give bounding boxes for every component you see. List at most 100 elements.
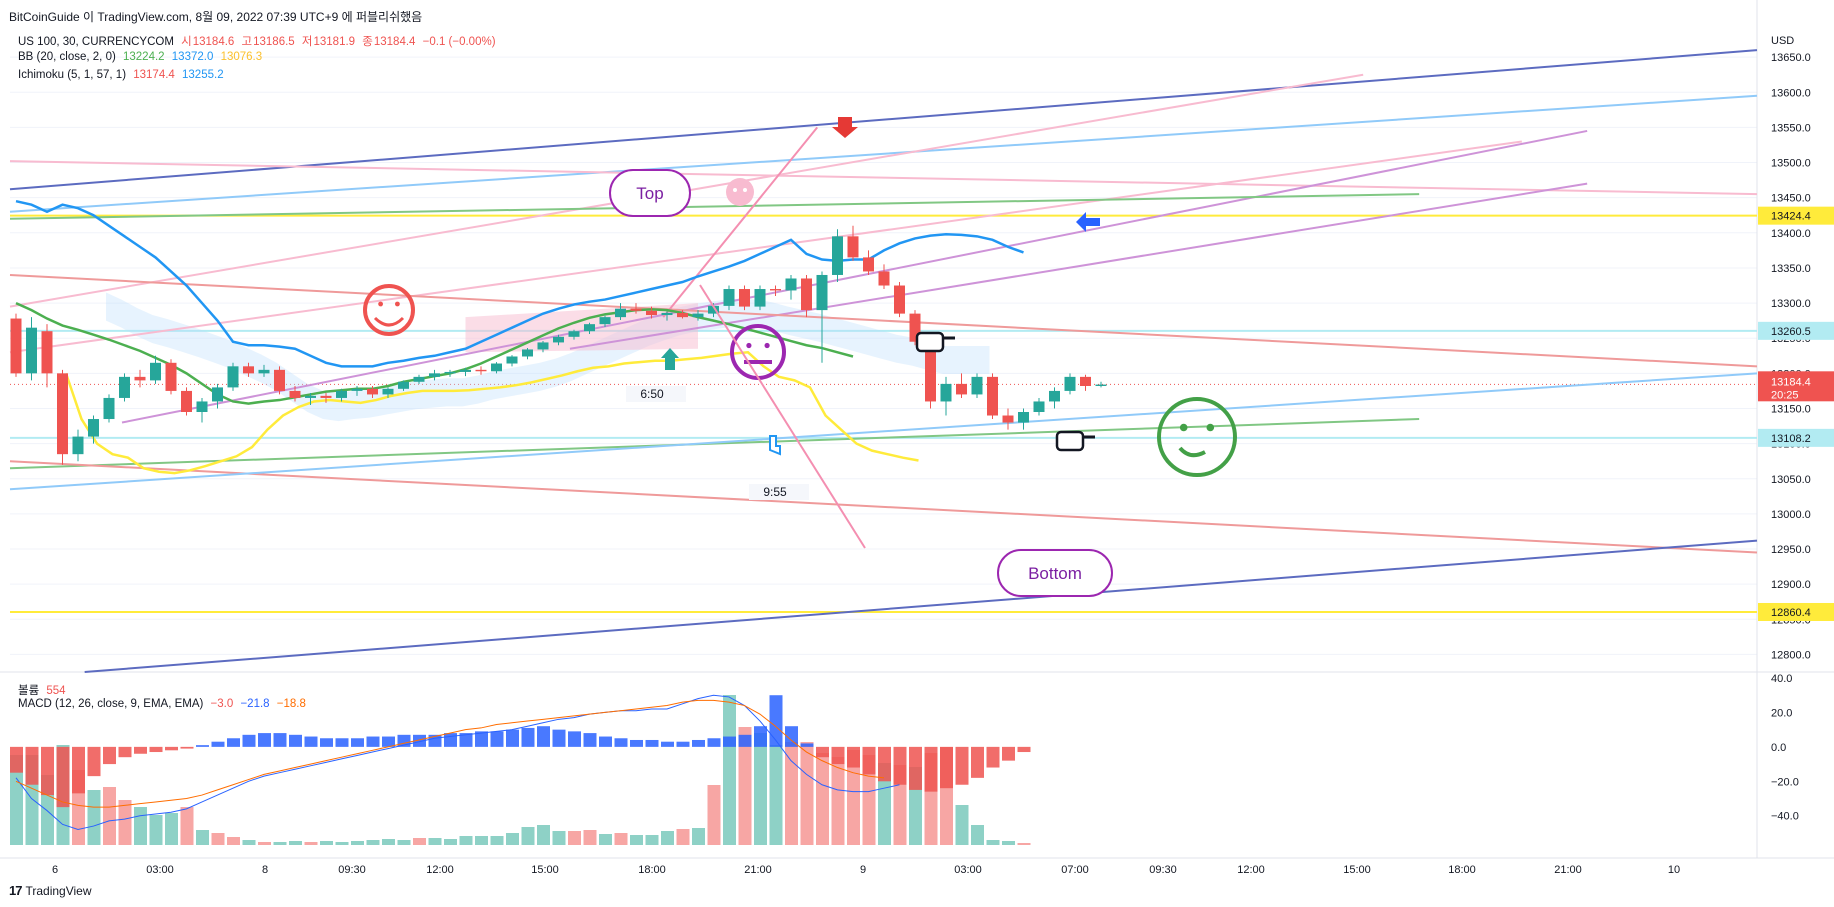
- legend-open: 13184.6: [192, 36, 235, 48]
- footer-brand[interactable]: TradingView: [25, 883, 92, 898]
- tradingview-logo-icon[interactable]: 17: [9, 883, 23, 898]
- time-tick-label: 6: [52, 864, 58, 876]
- candle-body: [103, 397, 115, 420]
- macd-hist-bar: [909, 746, 922, 790]
- legend-symbol[interactable]: US 100, 30, CURRENCYCOM: [18, 36, 174, 48]
- legend-low-label: 저: [301, 36, 313, 48]
- time-tick-label: 18:00: [1448, 864, 1476, 876]
- signal-line: [15, 699, 885, 808]
- candle-body: [320, 395, 332, 398]
- macd-tick-label: 20.0: [1771, 707, 1792, 719]
- volume-bar: [87, 790, 101, 845]
- macd-hist-bar: [211, 741, 225, 747]
- time-label-1: 6:50: [626, 386, 686, 402]
- volume-bar: [862, 755, 876, 845]
- candle-body: [568, 331, 580, 337]
- price-level-badge: [1758, 428, 1834, 447]
- legend-bb-label[interactable]: BB (20, close, 2, 0): [18, 51, 116, 63]
- candle-body: [10, 318, 22, 374]
- volume-bar: [723, 695, 736, 845]
- candle-body: [1049, 390, 1060, 402]
- legend-close: 13184.4: [373, 36, 416, 48]
- macd-hist-bar: [258, 733, 271, 747]
- macd-hist-bar: [878, 746, 891, 782]
- legend-bb-lower: 13076.3: [220, 51, 263, 63]
- candle-body: [894, 285, 905, 314]
- candle-body: [243, 366, 254, 374]
- macd-hist-bar: [893, 746, 907, 785]
- arrow-down-icon: [832, 117, 858, 138]
- trendline: [9, 372, 1758, 491]
- legend-low: 13181.9: [313, 36, 356, 48]
- annotations: Top Bottom 6:50 9:55: [363, 117, 1237, 597]
- candle-body: [723, 289, 735, 306]
- macd-hist-bar: [289, 734, 302, 747]
- macd-hist-bar: [87, 746, 101, 777]
- legend-ichimoku-label[interactable]: Ichimoku (5, 1, 57, 1): [18, 69, 127, 81]
- macd-hist-bar: [676, 741, 690, 747]
- candle-body: [1018, 412, 1029, 423]
- time-tick-label: 21:00: [744, 864, 772, 876]
- candle-body: [940, 383, 952, 402]
- trendline: [9, 160, 1758, 196]
- countdown-text: 20:25: [1771, 389, 1799, 401]
- price-axis: 13650.0 13600.0 13550.0 13500.0 13450.0 13400…: [1758, 35, 1834, 823]
- trendline: [9, 49, 1758, 191]
- volume-bar: [382, 839, 395, 845]
- macd-hist-bar: [25, 746, 39, 785]
- volume-bar: [196, 830, 209, 845]
- pointing-hand-icon: [915, 331, 955, 353]
- grid: [0, 0, 1834, 859]
- volume-bar: [878, 763, 891, 845]
- candle-body: [816, 274, 828, 311]
- macd-hist-bar: [366, 736, 380, 747]
- macd-hist-bar: [72, 746, 85, 794]
- legend-bb-upper: 13372.0: [171, 51, 214, 63]
- candle-body: [522, 349, 533, 357]
- volume-bar: [103, 787, 116, 845]
- candle-body: [863, 257, 874, 272]
- time-tick-label: 15:00: [531, 864, 559, 876]
- price-tick-label: 12900.0: [1771, 579, 1811, 591]
- macd-hist-bar: [599, 736, 612, 747]
- trendline: [9, 140, 1522, 354]
- volume-bar: [134, 807, 147, 845]
- price-tick-label: 12800.0: [1771, 649, 1811, 661]
- legend-high-label: 고: [241, 36, 253, 48]
- volume-bar: [738, 727, 752, 845]
- volume-bar: [645, 835, 659, 845]
- macd-hist-bar: [490, 731, 504, 747]
- last-price-text: 13184.4: [1771, 376, 1811, 388]
- time-tick-label: 15:00: [1343, 864, 1371, 876]
- candle-body: [289, 390, 301, 398]
- macd-hist-bar: [382, 736, 395, 747]
- candle-body: [57, 373, 68, 455]
- candle-body: [305, 395, 316, 398]
- candle-body: [429, 373, 440, 377]
- time-tick-label: 03:00: [146, 864, 174, 876]
- trendline: [9, 193, 1420, 220]
- pointing-hand-up-icon: [769, 435, 781, 456]
- legend-volume-label[interactable]: 볼륨: [18, 685, 40, 697]
- macd-hist-bar: [56, 746, 70, 808]
- volume-bar: [754, 733, 767, 845]
- macd-hist-bar: [971, 746, 984, 778]
- volume-bar: [614, 833, 628, 845]
- legend-macd-hist: −3.0: [210, 698, 234, 710]
- price-tick-label: 13500.0: [1771, 158, 1811, 170]
- macd-hist-bar: [785, 726, 798, 747]
- price-level-text: 13260.5: [1771, 326, 1811, 338]
- candle-body: [150, 362, 161, 381]
- volume-bar: [180, 807, 194, 845]
- volume-bar: [258, 842, 271, 845]
- macd-hist-bar: [320, 738, 333, 747]
- candle-body: [72, 436, 84, 455]
- candle-body: [413, 376, 425, 382]
- legend-ichimoku-a: 13174.4: [133, 69, 175, 81]
- macd-hist-bar: [816, 746, 829, 758]
- legend-macd-label[interactable]: MACD (12, 26, close, 9, EMA, EMA): [18, 698, 204, 710]
- price-level-text: 13108.2: [1771, 433, 1811, 445]
- volume-bar: [320, 841, 333, 845]
- macd-hist-bar: [165, 746, 178, 751]
